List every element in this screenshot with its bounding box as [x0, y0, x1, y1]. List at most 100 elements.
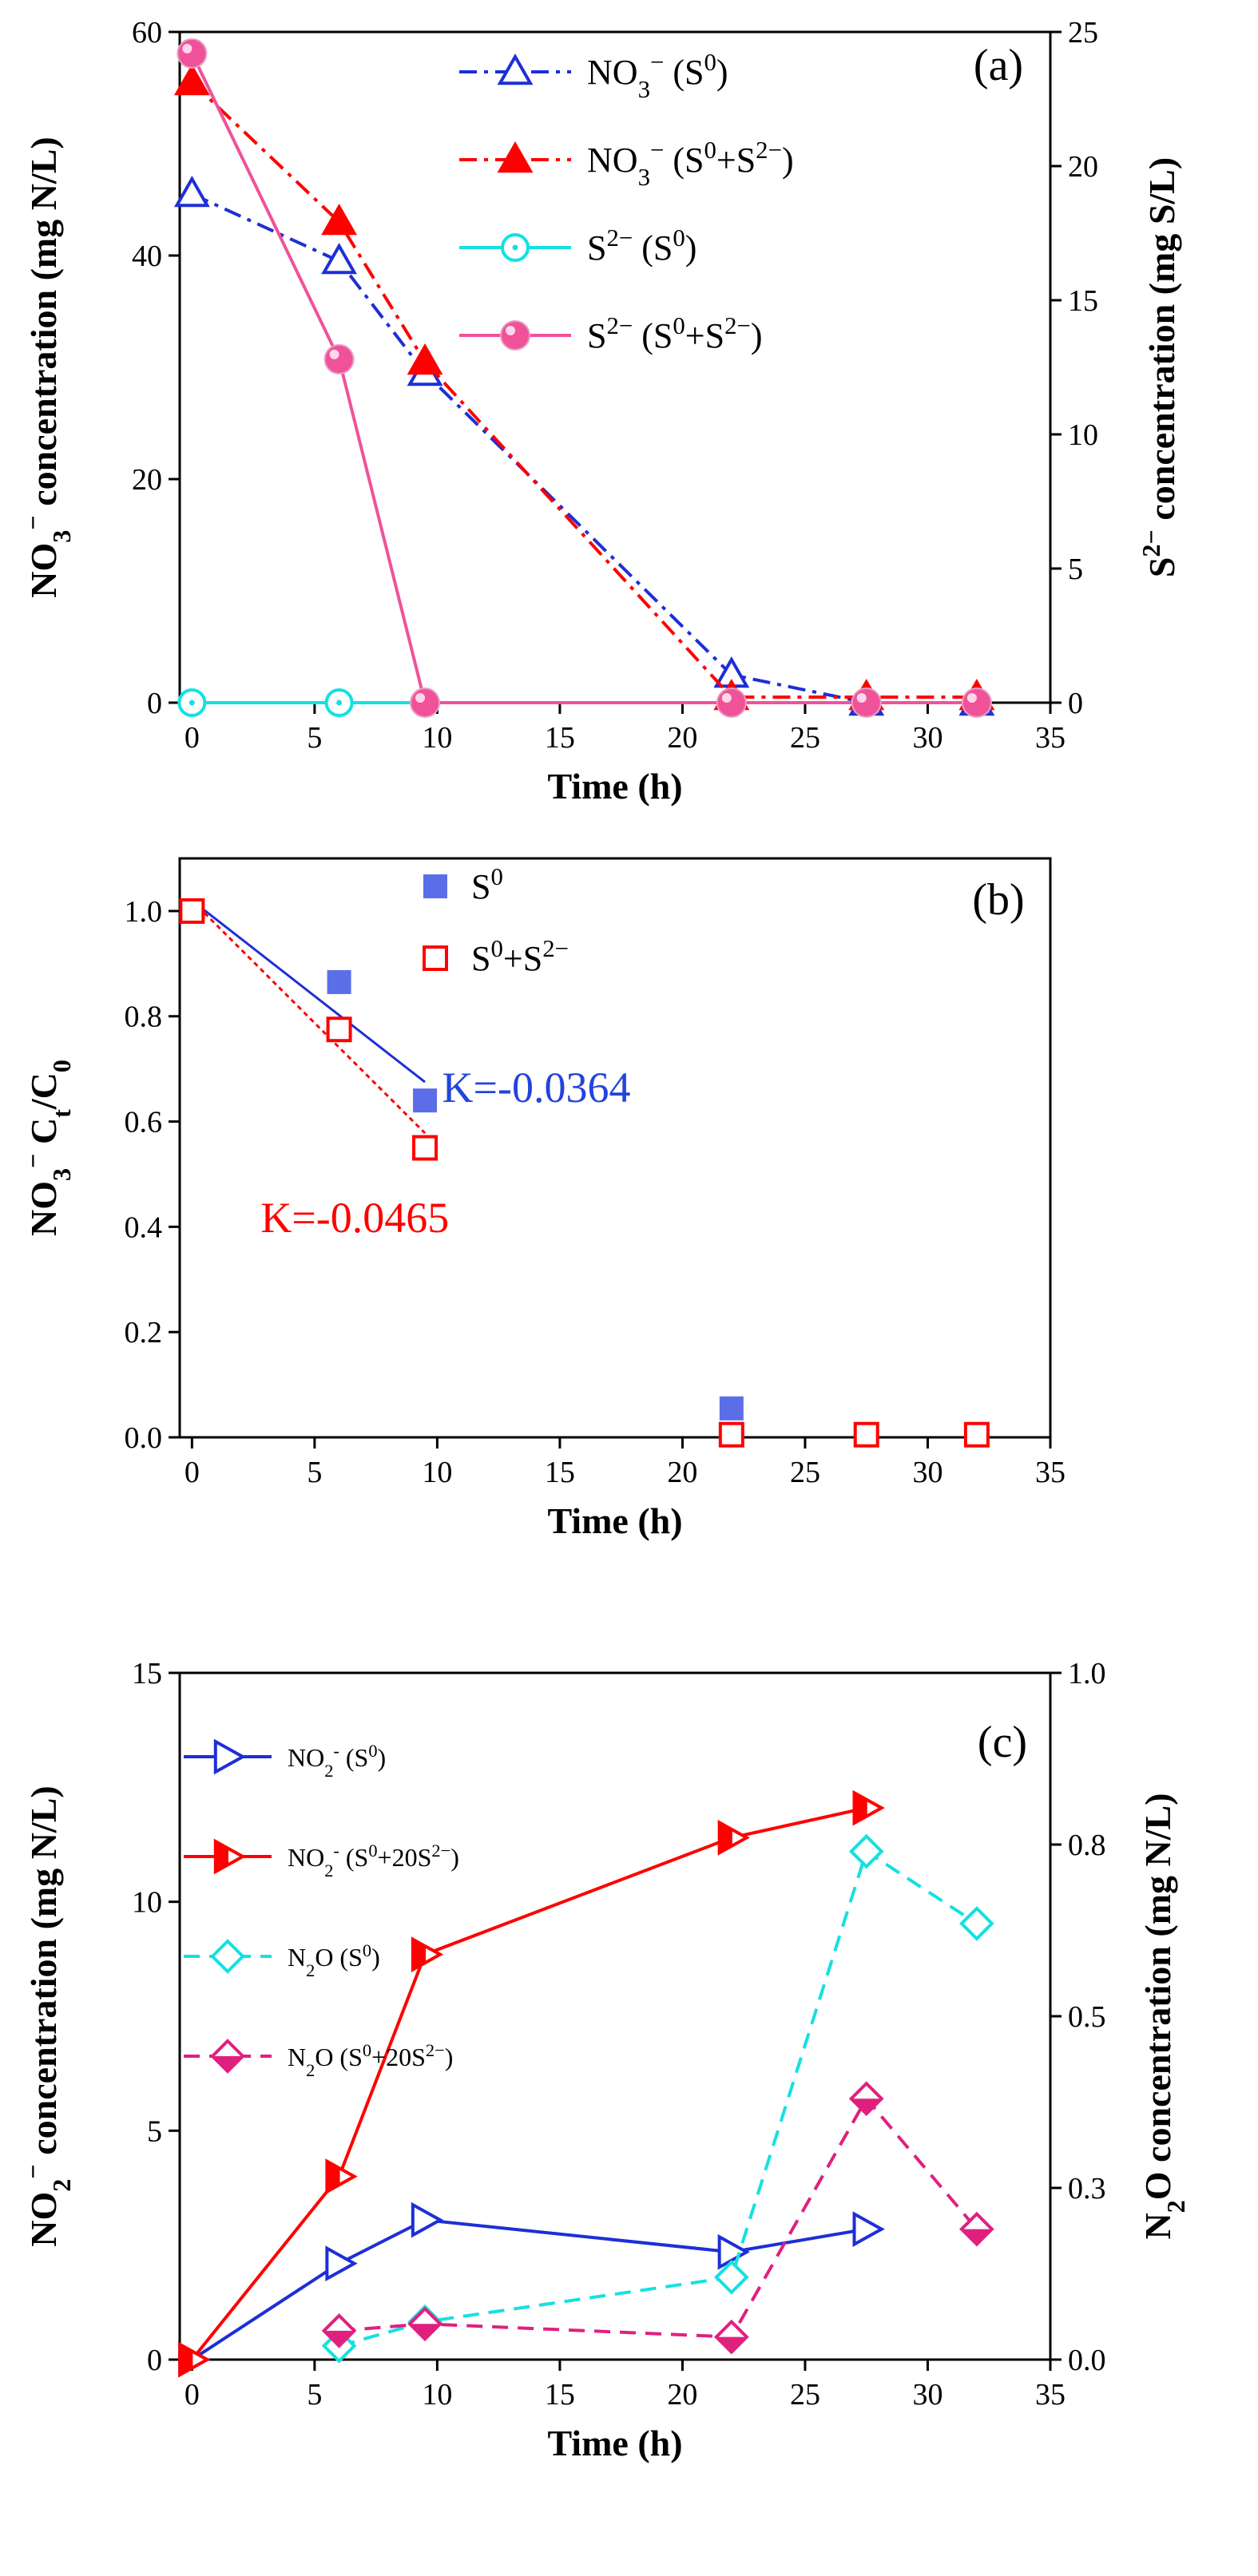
data-point — [321, 2313, 357, 2348]
legend-label: NO3− (S0) — [587, 49, 728, 103]
x-tick-label: 10 — [422, 1456, 452, 1489]
legend-item: NO3− (S0+S2−) — [459, 137, 794, 191]
series-line — [190, 81, 977, 699]
data-point — [173, 175, 210, 208]
x-tick-label: 20 — [667, 2378, 697, 2412]
data-point — [719, 1396, 744, 1421]
panel-label: (a) — [974, 41, 1023, 90]
y-axis-label-right: S2− concentration (mg S/L) — [1137, 157, 1182, 577]
legend-label: S2− (S0+S2−) — [587, 312, 763, 355]
y-right-tick-label: 0.3 — [1068, 2172, 1106, 2205]
legend-item: N2O (S0+20S2−) — [184, 2039, 453, 2080]
legend-item: S2− (S0) — [459, 224, 696, 268]
data-point — [326, 1017, 352, 1043]
y-axis-label-left: NO3− Ct/C0 — [18, 1060, 76, 1236]
y-right-tick-label: 0.8 — [1068, 1829, 1106, 1862]
legend-item: N2O (S0) — [184, 1939, 380, 1980]
y-right-tick-label: 0.5 — [1068, 2000, 1106, 2034]
data-point — [325, 2245, 358, 2281]
panel-c: 0 5 10 15 20 25 30 35 0 5 10 15 0.0 0.3 0.5 0.8 1.0 Time … — [18, 1657, 1190, 2463]
x-axis-label: Time (h) — [547, 1500, 682, 1541]
legend-item: NO2- (S0) — [184, 1738, 386, 1781]
data-point — [324, 688, 354, 717]
y-right-tick-label: 10 — [1068, 418, 1098, 452]
y-right-tick-label: 0 — [1068, 687, 1083, 720]
panel-label: (b) — [972, 875, 1024, 925]
data-point — [411, 2201, 444, 2238]
legend-item: S0+S2− — [423, 935, 569, 978]
plot-frame — [178, 857, 1052, 1439]
legend-marker — [501, 233, 530, 262]
data-point — [325, 2158, 358, 2195]
data-point — [179, 898, 205, 924]
y-tick-label: 40 — [132, 240, 162, 273]
legend-label: S0 — [471, 863, 503, 906]
x-tick-label: 0 — [185, 2378, 200, 2412]
y-tick-label: 0.6 — [125, 1106, 163, 1139]
data-point — [959, 2211, 994, 2247]
series-line — [191, 2218, 867, 2361]
legend-marker — [497, 141, 534, 173]
x-tick-label: 30 — [912, 2378, 943, 2412]
data-point — [717, 2233, 750, 2270]
data-point — [717, 1820, 750, 1856]
legend-marker — [497, 53, 534, 85]
y-right-tick-label: 0.0 — [1068, 2344, 1106, 2377]
legend-label: NO2- (S0) — [288, 1741, 386, 1781]
y-right-tick-label: 5 — [1068, 553, 1083, 586]
x-tick-label: 5 — [307, 2378, 322, 2412]
data-point — [718, 1421, 744, 1448]
y-tick-label: 60 — [132, 16, 162, 50]
x-tick-label: 15 — [545, 1456, 575, 1489]
x-tick-label: 10 — [422, 2378, 452, 2412]
y-axis-label-left: NO2− concentration (mg N/L) — [18, 1785, 76, 2246]
legend-marker — [213, 1838, 247, 1875]
data-point — [961, 688, 992, 718]
fit-line — [191, 899, 427, 1135]
data-point — [321, 203, 358, 236]
data-point — [173, 63, 210, 96]
data-point — [714, 2319, 749, 2355]
legend-marker — [423, 874, 447, 898]
data-point — [853, 1421, 879, 1448]
x-tick-label: 30 — [912, 721, 943, 755]
y-tick-label: 5 — [147, 2114, 162, 2148]
data-point — [327, 969, 351, 994]
legend-item: NO3− (S0) — [459, 49, 728, 103]
legend-item: NO2- (S0+20S2−) — [184, 1838, 459, 1880]
x-tick-label: 20 — [667, 1456, 697, 1489]
data-point — [177, 38, 208, 69]
x-tick-label: 30 — [912, 1456, 943, 1489]
x-tick-label: 10 — [422, 721, 452, 755]
data-point — [413, 1088, 438, 1113]
y-axis-label-left: NO3− concentration (mg N/L) — [18, 137, 76, 597]
x-tick-label: 25 — [790, 721, 820, 755]
data-point — [716, 688, 747, 718]
data-point — [848, 2081, 884, 2117]
panel-b: 0 5 10 15 20 25 30 35 0.0 0.2 0.4 0.6 0.8 1.0 Time (h)… — [18, 857, 1066, 1541]
y-tick-label: 15 — [132, 1657, 162, 1690]
x-tick-label: 35 — [1035, 721, 1066, 755]
data-point — [852, 1789, 885, 1826]
legend-marker — [210, 2039, 245, 2074]
legend-label: NO2- (S0+20S2−) — [288, 1841, 459, 1880]
y-tick-label: 20 — [132, 463, 162, 497]
legend-label: S0+S2− — [471, 935, 569, 978]
fit-label: K=-0.0465 — [260, 1194, 449, 1242]
y-tick-label: 10 — [132, 1886, 162, 1920]
y-tick-label: 1.0 — [125, 895, 163, 929]
y-right-tick-label: 1.0 — [1068, 1657, 1106, 1690]
data-point — [851, 688, 882, 718]
data-point — [848, 1833, 884, 1869]
data-point — [959, 1906, 994, 1941]
x-tick-label: 25 — [790, 1456, 820, 1489]
legend-label: N2O (S0) — [288, 1940, 380, 1980]
data-point — [411, 1936, 444, 1972]
data-point — [407, 343, 443, 375]
x-tick-label: 15 — [545, 2378, 575, 2412]
panel-label: (c) — [978, 1718, 1027, 1767]
series-line — [191, 192, 977, 704]
data-point — [714, 2259, 749, 2295]
x-tick-label: 0 — [185, 1456, 200, 1489]
